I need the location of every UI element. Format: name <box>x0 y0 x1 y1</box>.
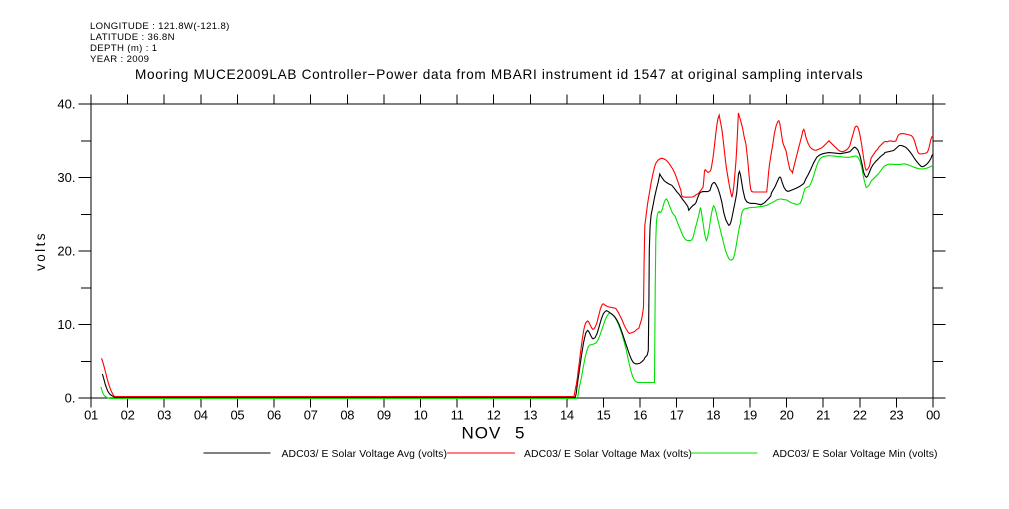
svg-text:NOV: NOV <box>462 424 502 443</box>
svg-text:02: 02 <box>121 407 135 422</box>
svg-text:18: 18 <box>706 407 720 422</box>
svg-text:DEPTH (m) : 1: DEPTH (m) : 1 <box>90 43 157 54</box>
svg-text:17: 17 <box>670 407 684 422</box>
svg-text:00: 00 <box>926 407 940 422</box>
svg-text:YEAR : 2009: YEAR : 2009 <box>90 54 149 65</box>
svg-text:11: 11 <box>451 407 464 422</box>
svg-text:LONGITUDE : 121.8W(-121.8): LONGITUDE : 121.8W(-121.8) <box>90 21 230 32</box>
svg-text:21: 21 <box>816 407 830 422</box>
svg-text:13: 13 <box>523 407 537 422</box>
svg-text:Mooring MUCE2009LAB Controller: Mooring MUCE2009LAB Controller−Power dat… <box>135 67 863 82</box>
svg-text:23: 23 <box>889 407 903 422</box>
svg-text:07: 07 <box>304 407 318 422</box>
svg-text:06: 06 <box>267 407 281 422</box>
svg-text:LATITUDE : 36.8N: LATITUDE : 36.8N <box>90 32 175 43</box>
svg-text:01: 01 <box>84 407 98 422</box>
svg-text:20: 20 <box>780 407 794 422</box>
svg-text:10.: 10. <box>57 317 75 332</box>
svg-text:30.: 30. <box>57 170 75 185</box>
svg-text:0.: 0. <box>65 391 76 406</box>
svg-text:19: 19 <box>743 407 757 422</box>
svg-text:ADC03/ E Solar Voltage Max (vo: ADC03/ E Solar Voltage Max (volts) <box>524 449 692 460</box>
svg-text:03: 03 <box>157 407 171 422</box>
svg-text:12: 12 <box>487 407 501 422</box>
svg-text:20.: 20. <box>57 244 75 259</box>
svg-text:ADC03/ E Solar Voltage Min (vo: ADC03/ E Solar Voltage Min (volts) <box>773 449 938 460</box>
svg-text:14: 14 <box>560 407 574 422</box>
svg-text:04: 04 <box>194 407 208 422</box>
svg-text:15: 15 <box>597 407 611 422</box>
svg-text:05: 05 <box>230 407 244 422</box>
svg-text:09: 09 <box>377 407 391 422</box>
svg-text:10: 10 <box>414 407 428 422</box>
svg-text:5: 5 <box>515 424 524 443</box>
svg-text:volts: volts <box>33 231 48 271</box>
svg-text:16: 16 <box>633 407 647 422</box>
svg-text:08: 08 <box>340 407 354 422</box>
svg-text:40.: 40. <box>57 97 75 112</box>
svg-text:ADC03/ E Solar Voltage Avg (vo: ADC03/ E Solar Voltage Avg (volts) <box>282 449 448 460</box>
svg-text:22: 22 <box>853 407 867 422</box>
